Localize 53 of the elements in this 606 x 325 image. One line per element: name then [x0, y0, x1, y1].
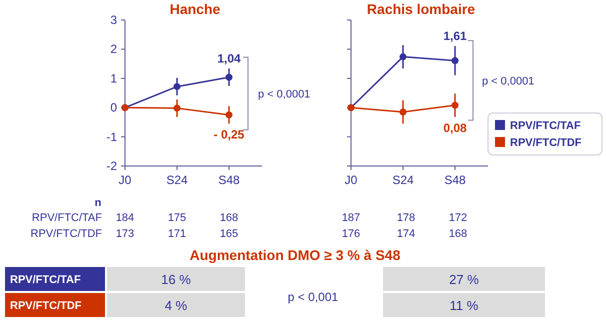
y-tick-label: 1 — [110, 71, 118, 86]
text: 173 — [116, 228, 134, 240]
x-tick-label: S24 — [166, 173, 188, 187]
text: 165 — [220, 228, 238, 240]
text: p < 0,001 — [288, 290, 339, 304]
point — [226, 111, 232, 118]
text: 174 — [396, 228, 416, 240]
category-label: RPV/FTC/TDF — [30, 228, 102, 240]
text: 27 % — [449, 272, 480, 287]
text: 4 % — [164, 298, 188, 313]
y-tick-label: -1 — [106, 130, 118, 144]
text: 11 % — [450, 298, 479, 313]
text: 176 — [342, 228, 360, 240]
text: 178 — [396, 212, 416, 224]
y-tick-label: 3 — [110, 13, 118, 27]
data-label: 1,04 — [217, 51, 241, 66]
data-label: 0,08 — [443, 120, 467, 135]
x-tick-label: S48 — [444, 173, 466, 187]
data-label: - 0,25 — [214, 128, 245, 142]
y-tick-label: 2 — [110, 42, 118, 56]
text: 16 % — [161, 272, 192, 287]
text: 175 — [168, 212, 186, 224]
x-tick-label: S48 — [218, 173, 240, 187]
legend-label: RPV/FTC/TAF — [510, 120, 581, 132]
x-tick-label: S24 — [392, 173, 414, 187]
chart-title: Rachis lombaire — [366, 1, 476, 17]
y-tick-label: -2 — [106, 159, 118, 173]
y-tick-label: 0 — [110, 100, 118, 115]
category-label: RPV/FTC/TDF — [10, 300, 82, 312]
data-label: 1,61 — [443, 28, 467, 43]
text: 184 — [116, 212, 134, 224]
text: 168 — [220, 212, 238, 224]
point — [400, 53, 406, 60]
point — [452, 102, 458, 109]
x-tick-label: J0 — [118, 173, 132, 187]
text: 187 — [342, 212, 360, 224]
point — [226, 74, 232, 81]
annotation: p < 0,0001 — [258, 88, 310, 101]
annotation: p < 0,0001 — [482, 75, 534, 88]
point — [174, 83, 180, 90]
legend-label: RPV/FTC/TDF — [510, 137, 582, 149]
text: 168 — [448, 228, 468, 240]
point — [452, 57, 458, 64]
x-tick-label: J0 — [344, 173, 358, 187]
point — [174, 104, 180, 112]
point — [400, 108, 406, 116]
chart-title: Hanche — [170, 1, 220, 17]
category-label: RPV/FTC/TAF — [32, 212, 102, 224]
text: 172 — [448, 212, 468, 224]
text: n — [94, 197, 102, 209]
text: 171 — [168, 228, 186, 240]
text: Augmentation DMO ≥ 3 % à S48 — [190, 247, 401, 263]
category-label: RPV/FTC/TAF — [10, 274, 81, 286]
